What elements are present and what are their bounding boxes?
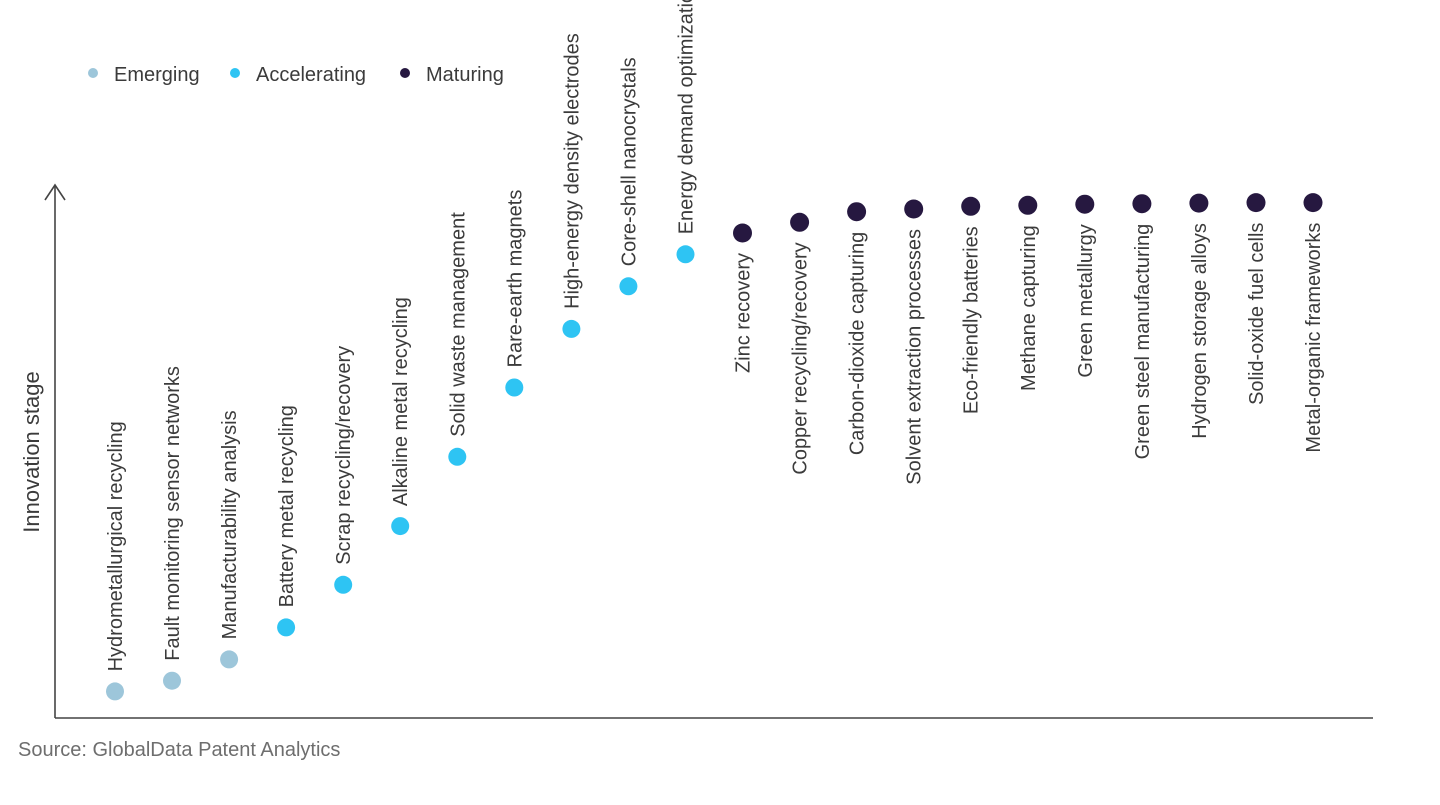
data-point (220, 650, 239, 669)
data-point (733, 223, 752, 243)
axes (44, 183, 1373, 719)
data-point (106, 682, 124, 701)
legend-marker-accelerating (230, 68, 240, 78)
data-point (619, 277, 638, 296)
data-point (1303, 193, 1323, 213)
y-axis-label: Innovation stage (19, 371, 44, 532)
data-point (904, 199, 924, 219)
data-point (562, 319, 581, 338)
legend-label-accelerating: Accelerating (256, 64, 366, 86)
data-point (676, 245, 695, 264)
data-point (277, 618, 296, 637)
data-point (505, 378, 524, 397)
data-point-label: Hydrogen storage alloys (1189, 223, 1211, 439)
data-point (847, 202, 867, 222)
data-point-label: Rare-earth magnets (504, 190, 526, 368)
data-point-label: Core-shell nanocrystals (618, 57, 640, 266)
data-point (1018, 195, 1038, 215)
source-note: Source: GlobalData Patent Analytics (18, 739, 340, 761)
data-point-label: Battery metal recycling (276, 405, 298, 607)
legend-label-maturing: Maturing (426, 64, 504, 86)
data-point-label: Carbon-dioxide capturing (847, 232, 869, 455)
data-point-label: Eco-friendly batteries (961, 226, 983, 414)
legend: Emerging Accelerating Maturing (88, 64, 504, 86)
data-point (790, 212, 810, 232)
data-points: Hydrometallurgical recycling Fault monito… (105, 0, 1325, 701)
data-point-label: Green metallurgy (1075, 224, 1097, 377)
legend-marker-emerging (88, 68, 98, 78)
data-point-label: Energy demand optimization (676, 0, 698, 234)
data-point-label: Copper recycling/recovery (790, 242, 812, 474)
data-point-label: Green steel manufacturing (1132, 224, 1154, 460)
legend-label-emerging: Emerging (114, 64, 200, 86)
data-point (334, 575, 353, 594)
data-point-label: Hydrometallurgical recycling (105, 421, 127, 671)
data-point-label: Solvent extraction processes (904, 229, 926, 485)
data-point (1132, 194, 1152, 214)
data-point-label: Methane capturing (1018, 225, 1040, 391)
data-point (1246, 193, 1266, 213)
data-point-label: Solid waste management (447, 212, 469, 437)
data-point-label: Zinc recovery (733, 253, 755, 373)
data-point (961, 196, 981, 216)
data-point (163, 671, 181, 690)
y-axis-arrow (44, 183, 66, 201)
data-point (391, 517, 410, 536)
data-point-label: Solid-oxide fuel cells (1246, 223, 1268, 405)
data-point-label: Manufacturability analysis (219, 410, 241, 639)
data-point-label: High-energy density electrodes (561, 33, 583, 309)
data-point (1075, 194, 1095, 214)
data-point (448, 447, 467, 466)
data-point-label: Scrap recycling/recovery (333, 346, 355, 565)
data-point-label: Fault monitoring sensor networks (162, 366, 184, 661)
data-point (1189, 193, 1209, 213)
data-point-label: Alkaline metal recycling (390, 297, 412, 506)
legend-marker-maturing (400, 68, 410, 78)
data-point-label: Metal-organic frameworks (1303, 223, 1325, 453)
